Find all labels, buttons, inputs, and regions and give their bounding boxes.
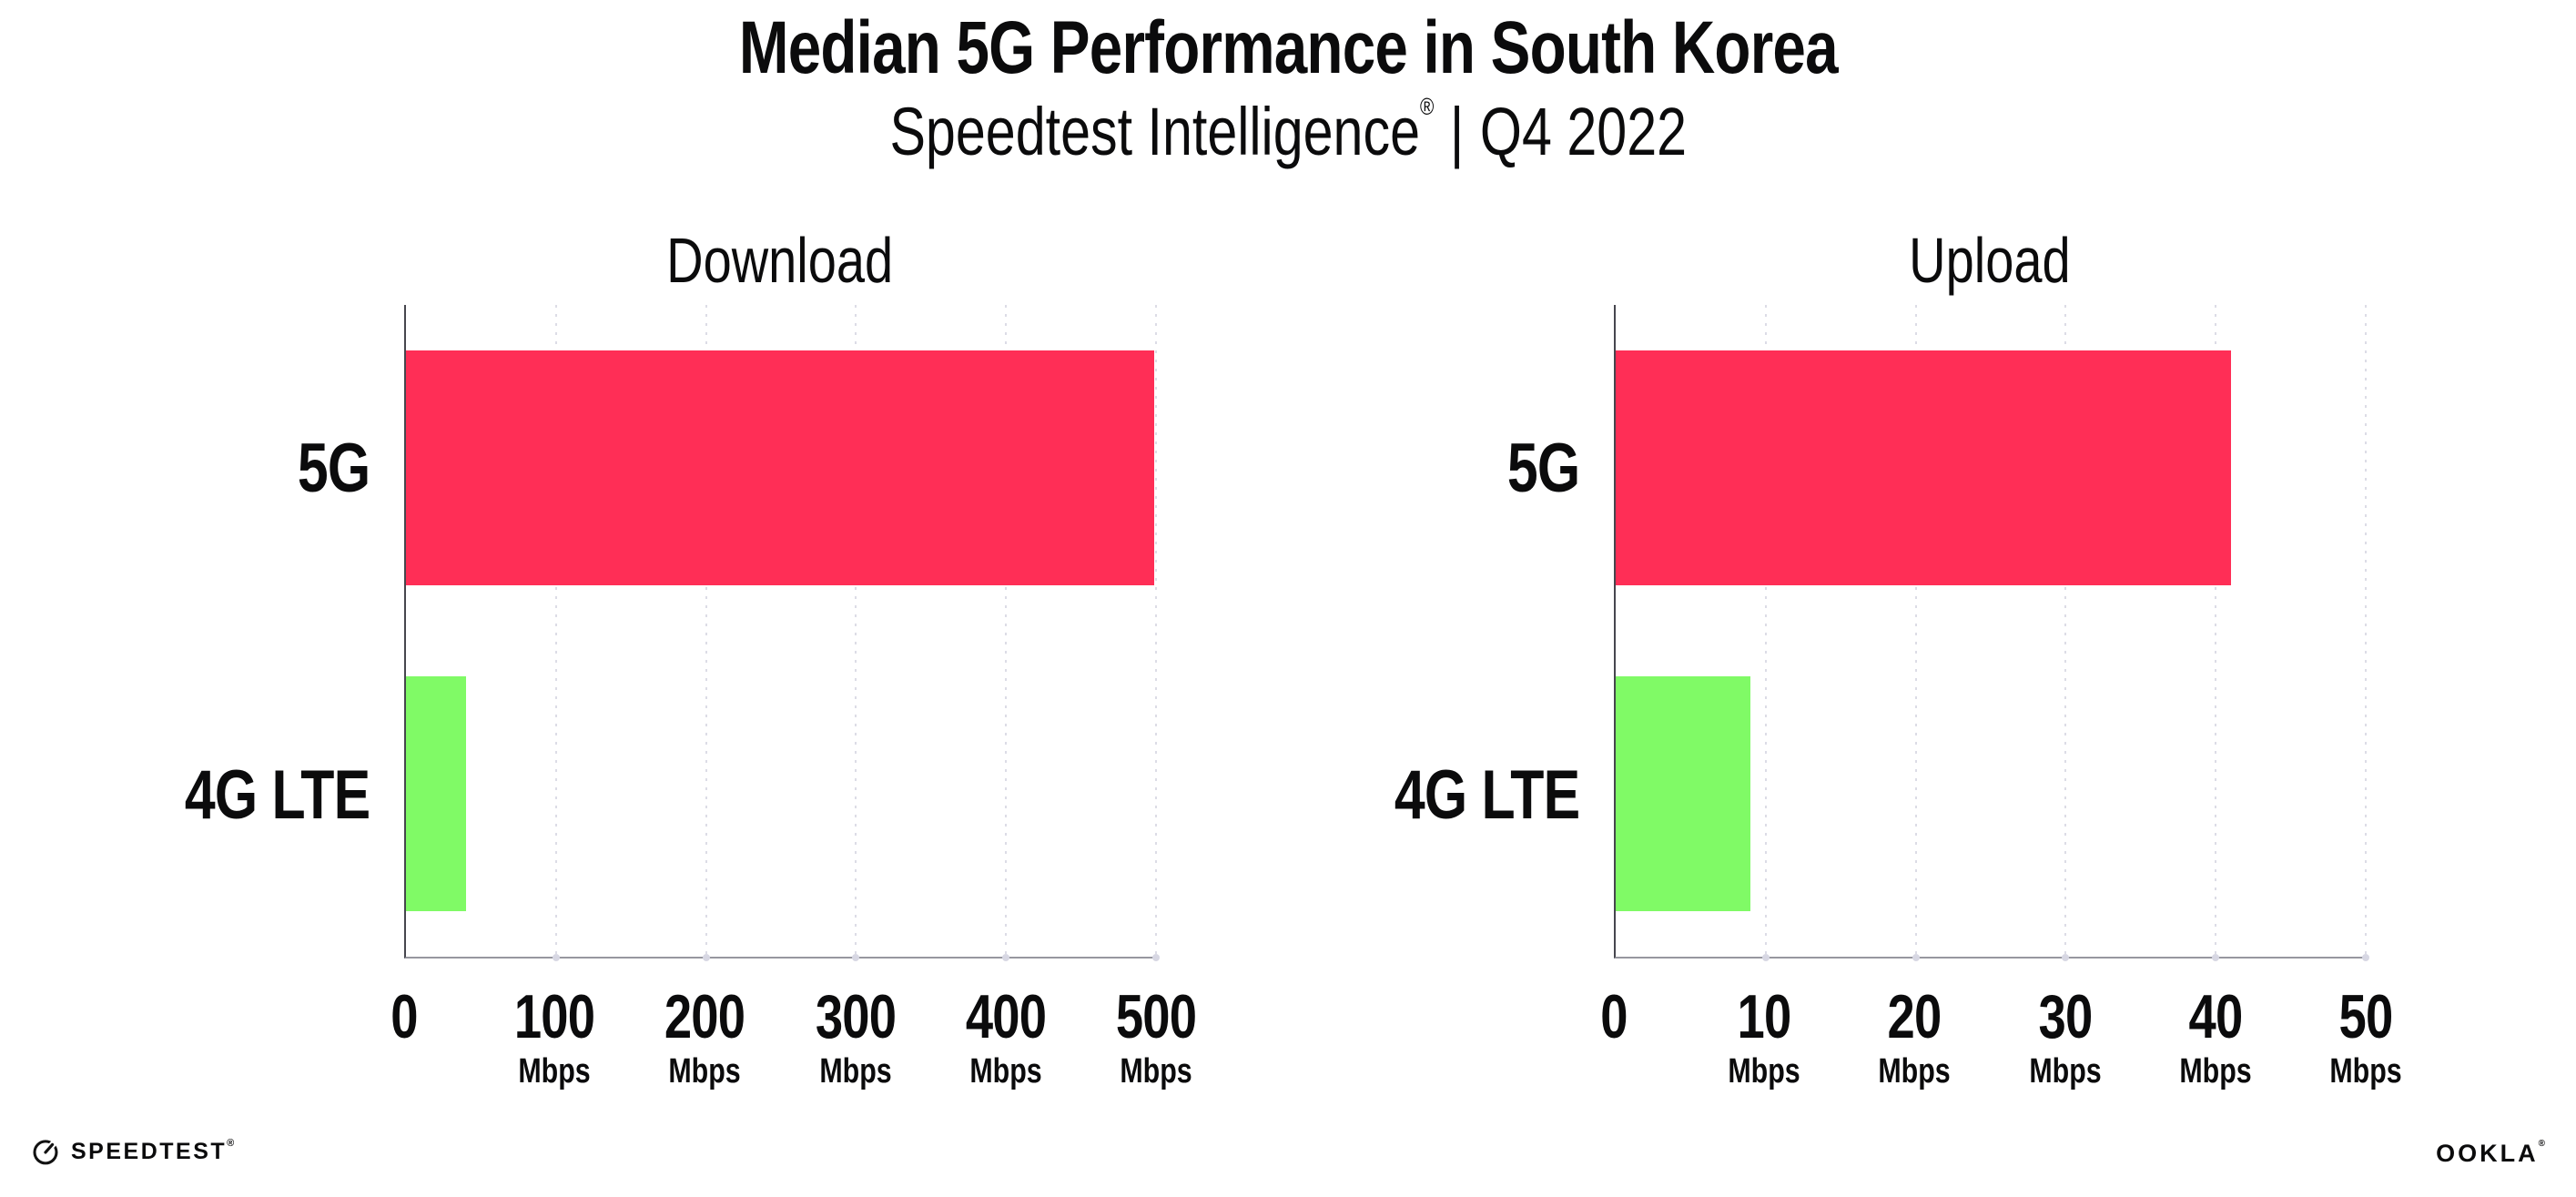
plot-area-upload (1614, 305, 2369, 961)
plot-area-download (404, 305, 1160, 961)
registered-mark: ® (1419, 93, 1435, 120)
bar-row-5g (406, 305, 1156, 631)
gridline-10 (1761, 305, 1770, 961)
category-axis-upload: 5G 4G LTE (1351, 305, 1614, 959)
tick-unit: Mbps (818, 1052, 892, 1090)
tick-label: 500 (1115, 982, 1197, 1051)
tick-label: 30 (2038, 982, 2093, 1051)
gridline-400 (1002, 305, 1010, 961)
tick-unit: Mbps (518, 1052, 591, 1090)
bar-5g-upload (1616, 350, 2231, 585)
tick-label: 100 (514, 982, 595, 1051)
tick-200: 200 Mbps (654, 986, 755, 1089)
tick-unit: Mbps (1120, 1052, 1192, 1090)
tick-unit: Mbps (2329, 1052, 2402, 1090)
tick-unit: Mbps (969, 1052, 1042, 1090)
gridline-500 (1152, 305, 1160, 961)
category-row-4g-lte: 4G LTE (1351, 632, 1614, 959)
page-title-text: Median 5G Performance in South Korea (738, 6, 1839, 89)
tick-300: 300 Mbps (805, 986, 905, 1089)
value-axis-upload: 0 10 Mbps 20 Mbps 30 Mbps 40 Mbps 50 Mbps (1600, 959, 2401, 1089)
page-subtitle-text: Speedtest Intelligence® | Q4 2022 (889, 95, 1687, 166)
gridline-30 (2062, 305, 2070, 961)
category-label-4g-lte: 4G LTE (184, 756, 370, 834)
category-row-5g: 5G (141, 305, 404, 632)
tick-0: 0 (388, 986, 421, 1089)
tick-unit (390, 1054, 417, 1089)
tick-label: 50 (2338, 982, 2394, 1051)
speedtest-wordmark: SPEEDTEST® (71, 1137, 235, 1164)
tick-label: 20 (1887, 982, 1942, 1051)
category-axis-download: 5G 4G LTE (141, 305, 404, 959)
tick-100: 100 Mbps (504, 986, 604, 1089)
bar-4g-lte-upload (1616, 676, 1751, 911)
tick-unit: Mbps (668, 1052, 742, 1090)
tick-unit: Mbps (1728, 1052, 1800, 1090)
value-axis-download: 0 100 Mbps 200 Mbps 300 Mbps 400 Mbps 500 Mbps (390, 959, 1197, 1089)
tick-500: 500 Mbps (1106, 986, 1206, 1089)
tick-30: 30 Mbps (2020, 986, 2110, 1089)
category-row-4g-lte: 4G LTE (141, 632, 404, 959)
tick-unit (1600, 1054, 1627, 1089)
bar-5g-download (406, 350, 1155, 585)
bar-row-4g-lte (406, 631, 1156, 957)
gridline-200 (702, 305, 710, 961)
tick-unit: Mbps (2028, 1052, 2102, 1090)
category-row-5g: 5G (1351, 305, 1614, 632)
tick-0: 0 (1597, 986, 1631, 1089)
ookla-registered-mark: ® (2538, 1139, 2545, 1149)
tick-label: 0 (390, 982, 418, 1051)
category-label-5g: 5G (1506, 429, 1579, 507)
bar-row-4g-lte (1616, 631, 2366, 957)
speedtest-gauge-icon (33, 1140, 58, 1165)
gridline-40 (2212, 305, 2220, 961)
ookla-logo: OOKLA® (2436, 1139, 2545, 1167)
bar-row-5g (1616, 305, 2366, 631)
bar-4g-lte-download (406, 676, 466, 911)
tick-10: 10 Mbps (1719, 986, 1810, 1089)
gridline-20 (1912, 305, 1920, 961)
page-title: Median 5G Performance in South Korea (0, 11, 2576, 86)
tick-label: 300 (815, 982, 896, 1051)
tick-40: 40 Mbps (2170, 986, 2260, 1089)
tick-20: 20 Mbps (1870, 986, 1960, 1089)
tick-unit: Mbps (2179, 1052, 2252, 1090)
tick-400: 400 Mbps (956, 986, 1056, 1089)
tick-label: 40 (2188, 982, 2243, 1051)
gridline-100 (552, 305, 560, 961)
gridline-50 (2362, 305, 2369, 961)
chart-title-download: Download (666, 225, 894, 296)
category-label-4g-lte: 4G LTE (1394, 756, 1579, 834)
speedtest-logo: SPEEDTEST® (31, 1137, 234, 1166)
category-label-5g: 5G (297, 429, 370, 507)
chart-title-upload: Upload (1909, 225, 2071, 296)
chart-panel-upload: Upload 5G 4G LTE 0 10 Mbps 20 Mbps 30 Mbps 40 Mbp… (1351, 221, 2401, 1089)
chart-panel-download: Download 5G 4G LTE 0 100 Mbps 200 Mbps 300 Mbps… (141, 221, 1197, 1089)
tick-50: 50 Mbps (2320, 986, 2410, 1089)
page-subtitle: Speedtest Intelligence® | Q4 2022 (0, 95, 2576, 166)
gridline-300 (852, 305, 860, 961)
subtitle-divider: | (1449, 94, 1465, 169)
ookla-wordmark: OOKLA® (2436, 1139, 2545, 1167)
tick-unit: Mbps (1878, 1052, 1952, 1090)
tick-label: 0 (1600, 982, 1628, 1051)
tick-label: 200 (664, 982, 745, 1051)
subtitle-brand: Speedtest Intelligence (889, 94, 1420, 169)
tick-label: 10 (1737, 982, 1792, 1051)
speedtest-registered-mark: ® (227, 1137, 235, 1149)
subtitle-period: Q4 2022 (1479, 94, 1687, 169)
tick-label: 400 (965, 982, 1047, 1051)
